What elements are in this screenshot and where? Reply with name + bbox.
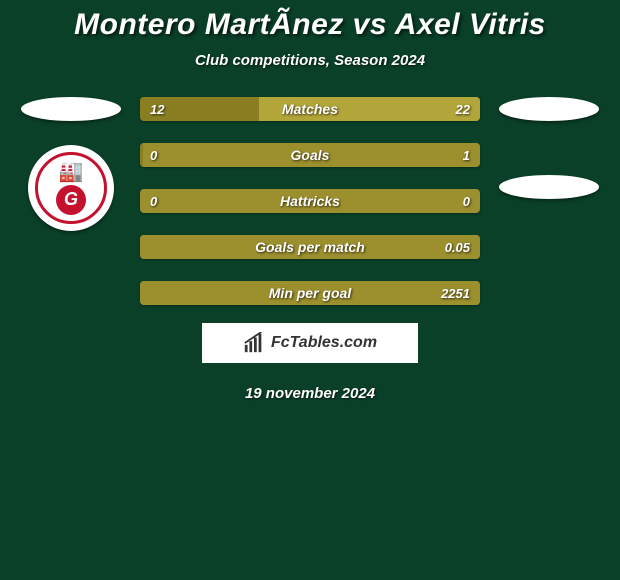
stat-bar: 00Hattricks bbox=[140, 189, 480, 213]
chart-icon bbox=[243, 332, 265, 354]
content-row: 🏭 G 1222Matches 01Goals 00Hattricks 0.05Goa… bbox=[0, 97, 620, 305]
club-badge-inner: 🏭 G bbox=[35, 152, 107, 224]
stat-bar: 2251Min per goal bbox=[140, 281, 480, 305]
footer: FcTables.com 19 november 2024 bbox=[0, 323, 620, 402]
stat-bar: 1222Matches bbox=[140, 97, 480, 121]
stat-bars: 1222Matches 01Goals 00Hattricks 0.05Goals p… bbox=[140, 97, 480, 305]
player-marker-right-2 bbox=[499, 175, 599, 199]
date-text: 19 november 2024 bbox=[0, 385, 620, 402]
stat-label: Matches bbox=[140, 97, 480, 121]
root: Montero MartÃnez vs Axel Vitris Club com… bbox=[0, 0, 620, 402]
player-marker-left-1 bbox=[21, 97, 121, 121]
brand-box[interactable]: FcTables.com bbox=[202, 323, 418, 363]
player-marker-right-1 bbox=[499, 97, 599, 121]
stat-label: Min per goal bbox=[140, 281, 480, 305]
page-subtitle: Club competitions, Season 2024 bbox=[0, 52, 620, 69]
stat-label: Goals bbox=[140, 143, 480, 167]
page-title: Montero MartÃnez vs Axel Vitris bbox=[0, 8, 620, 42]
stat-bar: 0.05Goals per match bbox=[140, 235, 480, 259]
stat-label: Goals per match bbox=[140, 235, 480, 259]
right-side bbox=[498, 97, 600, 199]
club-initial: G bbox=[56, 185, 86, 215]
factory-icon: 🏭 bbox=[59, 162, 84, 182]
brand-text: FcTables.com bbox=[271, 334, 377, 352]
stat-label: Hattricks bbox=[140, 189, 480, 213]
stat-bar: 01Goals bbox=[140, 143, 480, 167]
left-side: 🏭 G bbox=[20, 97, 122, 231]
club-badge-left: 🏭 G bbox=[28, 145, 114, 231]
